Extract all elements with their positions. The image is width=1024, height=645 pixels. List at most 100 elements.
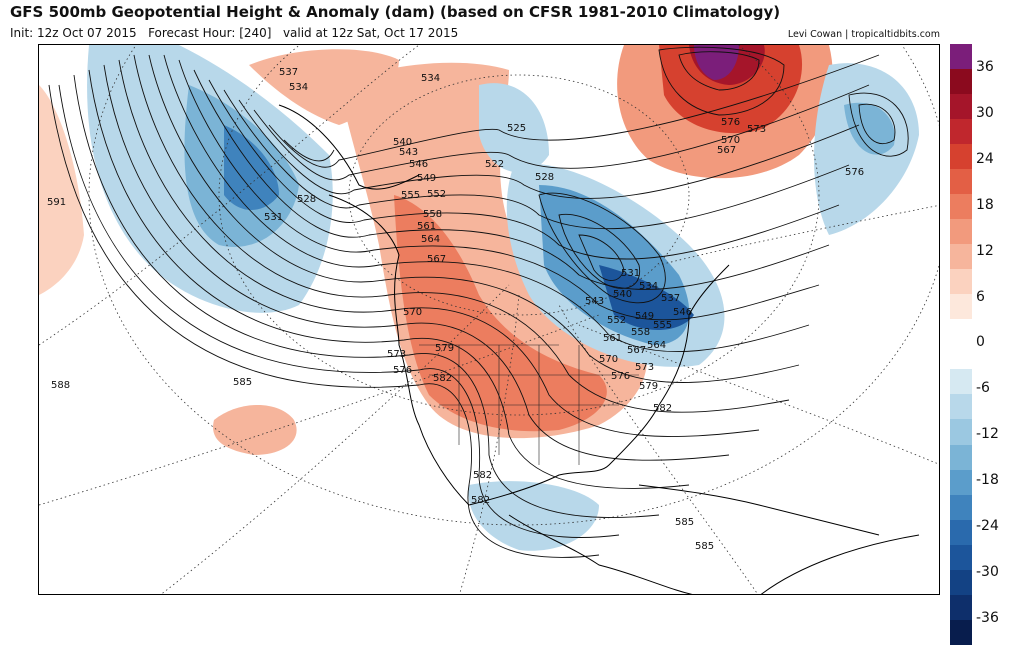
- contour-label: 534: [421, 73, 440, 84]
- anomaly-greenland-max: [694, 45, 739, 80]
- west-coast: [328, 194, 470, 506]
- anomaly-east-pacific: [213, 405, 297, 455]
- colorbar-label: 18: [976, 196, 994, 213]
- contour-label: 585: [233, 377, 252, 388]
- contour-label: 570: [599, 354, 618, 365]
- contour-label: 591: [47, 197, 66, 208]
- colorbar-swatch: [950, 69, 972, 95]
- colorbar-swatch: [950, 194, 972, 220]
- south-america-coast: [760, 534, 920, 594]
- contour-label: 540: [613, 289, 632, 300]
- colorbar-swatch: [950, 94, 972, 120]
- anomaly-us-core: [394, 195, 607, 432]
- init-time: Init: 12z Oct 07 2015: [10, 26, 137, 40]
- contour-label: 543: [399, 147, 418, 158]
- colorbar-swatch: [950, 569, 972, 595]
- contour-label: 522: [485, 159, 504, 170]
- low-mexico: [468, 481, 599, 551]
- caribbean-islands: [638, 484, 880, 536]
- contour-label: 582: [433, 373, 452, 384]
- contour-label: 546: [673, 307, 692, 318]
- colorbar-swatch: [950, 469, 972, 495]
- chart-title: GFS 500mb Geopotential Height & Anomaly …: [10, 3, 781, 21]
- colorbar-swatch: [950, 594, 972, 620]
- anomaly-west-pacific: [39, 85, 84, 295]
- contour-label: 534: [639, 281, 658, 292]
- contour-label: 588: [51, 380, 70, 391]
- contour-label: 537: [661, 293, 680, 304]
- contour-label: 579: [639, 381, 658, 392]
- contour-label: 531: [264, 212, 283, 223]
- colorbar-label: -24: [976, 518, 999, 535]
- contour-label: 543: [585, 296, 604, 307]
- contour-label: 564: [421, 234, 440, 245]
- coastlines: [278, 104, 920, 594]
- contour-label: 549: [417, 173, 436, 184]
- contour-label: 570: [721, 135, 740, 146]
- trough-atlantic-core: [844, 102, 895, 155]
- contour-label: 585: [695, 541, 714, 552]
- contour-label: 567: [627, 345, 646, 356]
- colorbar-swatch: [950, 344, 972, 370]
- alaska-coast: [278, 104, 420, 190]
- contour-label: 582: [471, 495, 490, 506]
- contour-label: 552: [427, 189, 446, 200]
- colorbar-swatch: [950, 119, 972, 145]
- contour-label: 540: [393, 137, 412, 148]
- east-coast: [658, 264, 730, 406]
- forecast-hour: Forecast Hour: [240]: [148, 26, 272, 40]
- colorbar-label: 36: [976, 58, 994, 75]
- colorbar-swatch: [950, 294, 972, 320]
- state-borders: [419, 344, 639, 465]
- contour-label: 579: [435, 343, 454, 354]
- contour-label: 567: [427, 254, 446, 265]
- credit: Levi Cowan | tropicaltidbits.com: [787, 29, 940, 40]
- colorbar-swatch: [950, 319, 972, 345]
- colorbar-swatch: [950, 369, 972, 395]
- colorbar-label: -6: [976, 380, 990, 397]
- colorbar-label: 0: [976, 334, 985, 351]
- colorbar-swatch: [950, 394, 972, 420]
- contour-label: 558: [631, 327, 650, 338]
- contour-label: 525: [507, 123, 526, 134]
- height-contours: [48, 46, 909, 558]
- colorbar-label: 24: [976, 150, 994, 167]
- contour-label: 534: [289, 82, 308, 93]
- contour-label: 576: [393, 365, 412, 376]
- colorbar-swatch: [950, 269, 972, 295]
- contour-label: 576: [845, 167, 864, 178]
- trough-arctic: [479, 83, 549, 173]
- colorbar-swatch: [950, 144, 972, 170]
- contour-label: 573: [387, 349, 406, 360]
- contour-label: 582: [653, 403, 672, 414]
- colorbar-label: -12: [976, 426, 999, 443]
- colorbar-label: -36: [976, 609, 999, 626]
- contour-label: 576: [611, 371, 630, 382]
- contour-label: 546: [409, 159, 428, 170]
- contour-label: 573: [635, 362, 654, 373]
- contour-label: 582: [473, 470, 492, 481]
- colorbar-swatch: [950, 494, 972, 520]
- contour-label: 528: [297, 194, 316, 205]
- contour-label: 576: [721, 117, 740, 128]
- contour-label: 528: [535, 172, 554, 183]
- positive-anomaly-shading: [39, 45, 833, 455]
- contour-label: 537: [279, 67, 298, 78]
- colorbar-label: 6: [976, 288, 985, 305]
- colorbar-swatch: [950, 244, 972, 270]
- contour-label: 552: [607, 315, 626, 326]
- colorbar-swatch: [950, 169, 972, 195]
- colorbar-label: -18: [976, 472, 999, 489]
- contour-label: 549: [635, 311, 654, 322]
- colorbar-swatch: [950, 444, 972, 470]
- contour-label: 585: [675, 517, 694, 528]
- colorbar-swatch: [950, 219, 972, 245]
- contour-label: 555: [401, 190, 420, 201]
- contour-label: 558: [423, 209, 442, 220]
- contour-label: 561: [603, 333, 622, 344]
- gulf-coast: [468, 404, 660, 506]
- colorbar-labels: 36 30 24 18 12 6 0 -6 -12 -18 -24 -30 -36: [976, 44, 1016, 626]
- colorbar-swatch: [950, 544, 972, 570]
- colorbar: [950, 44, 972, 645]
- contour-label: 564: [647, 340, 666, 351]
